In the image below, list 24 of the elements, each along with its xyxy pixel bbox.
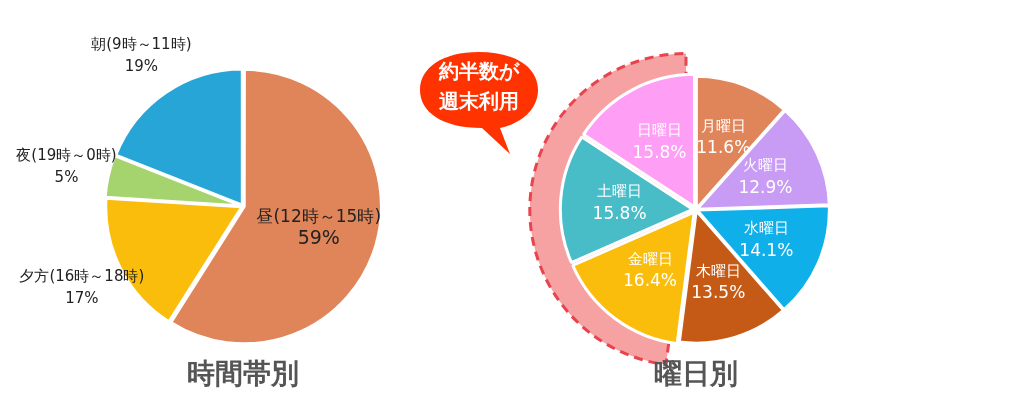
slice-label: 土曜日 (597, 182, 643, 201)
data-label: 19% (124, 57, 158, 76)
data-label: 11.6% (696, 137, 751, 158)
data-label: 13.5% (691, 282, 746, 303)
data-label: 5% (54, 167, 79, 186)
data-label: 15.8% (592, 202, 647, 223)
data-label: 59% (297, 226, 340, 249)
slice-label: 火曜日 (742, 156, 788, 175)
slice-label: 日曜日 (637, 121, 683, 140)
slice-label: 朝(9時～11時) (91, 35, 192, 54)
slice-label: 昼(12時～15時) (256, 205, 382, 226)
slice-label: 夜(19時～0時) (16, 145, 117, 164)
text: 曜日別 (654, 357, 738, 391)
slice-label: 木曜日 (695, 261, 741, 280)
data-label: 16.4% (622, 270, 678, 291)
slice-label: 水曜日 (743, 219, 789, 238)
slice-label: 金曜日 (627, 249, 673, 268)
data-label: 15.8% (632, 141, 687, 162)
text: 約半数が週末利用 (437, 58, 521, 115)
data-label: 12.9% (738, 176, 793, 197)
data-label: 14.1% (739, 239, 794, 260)
slice-label: 月曜日 (700, 116, 746, 135)
data-label: 17% (65, 289, 99, 308)
text: 時間帯別 (187, 357, 299, 391)
